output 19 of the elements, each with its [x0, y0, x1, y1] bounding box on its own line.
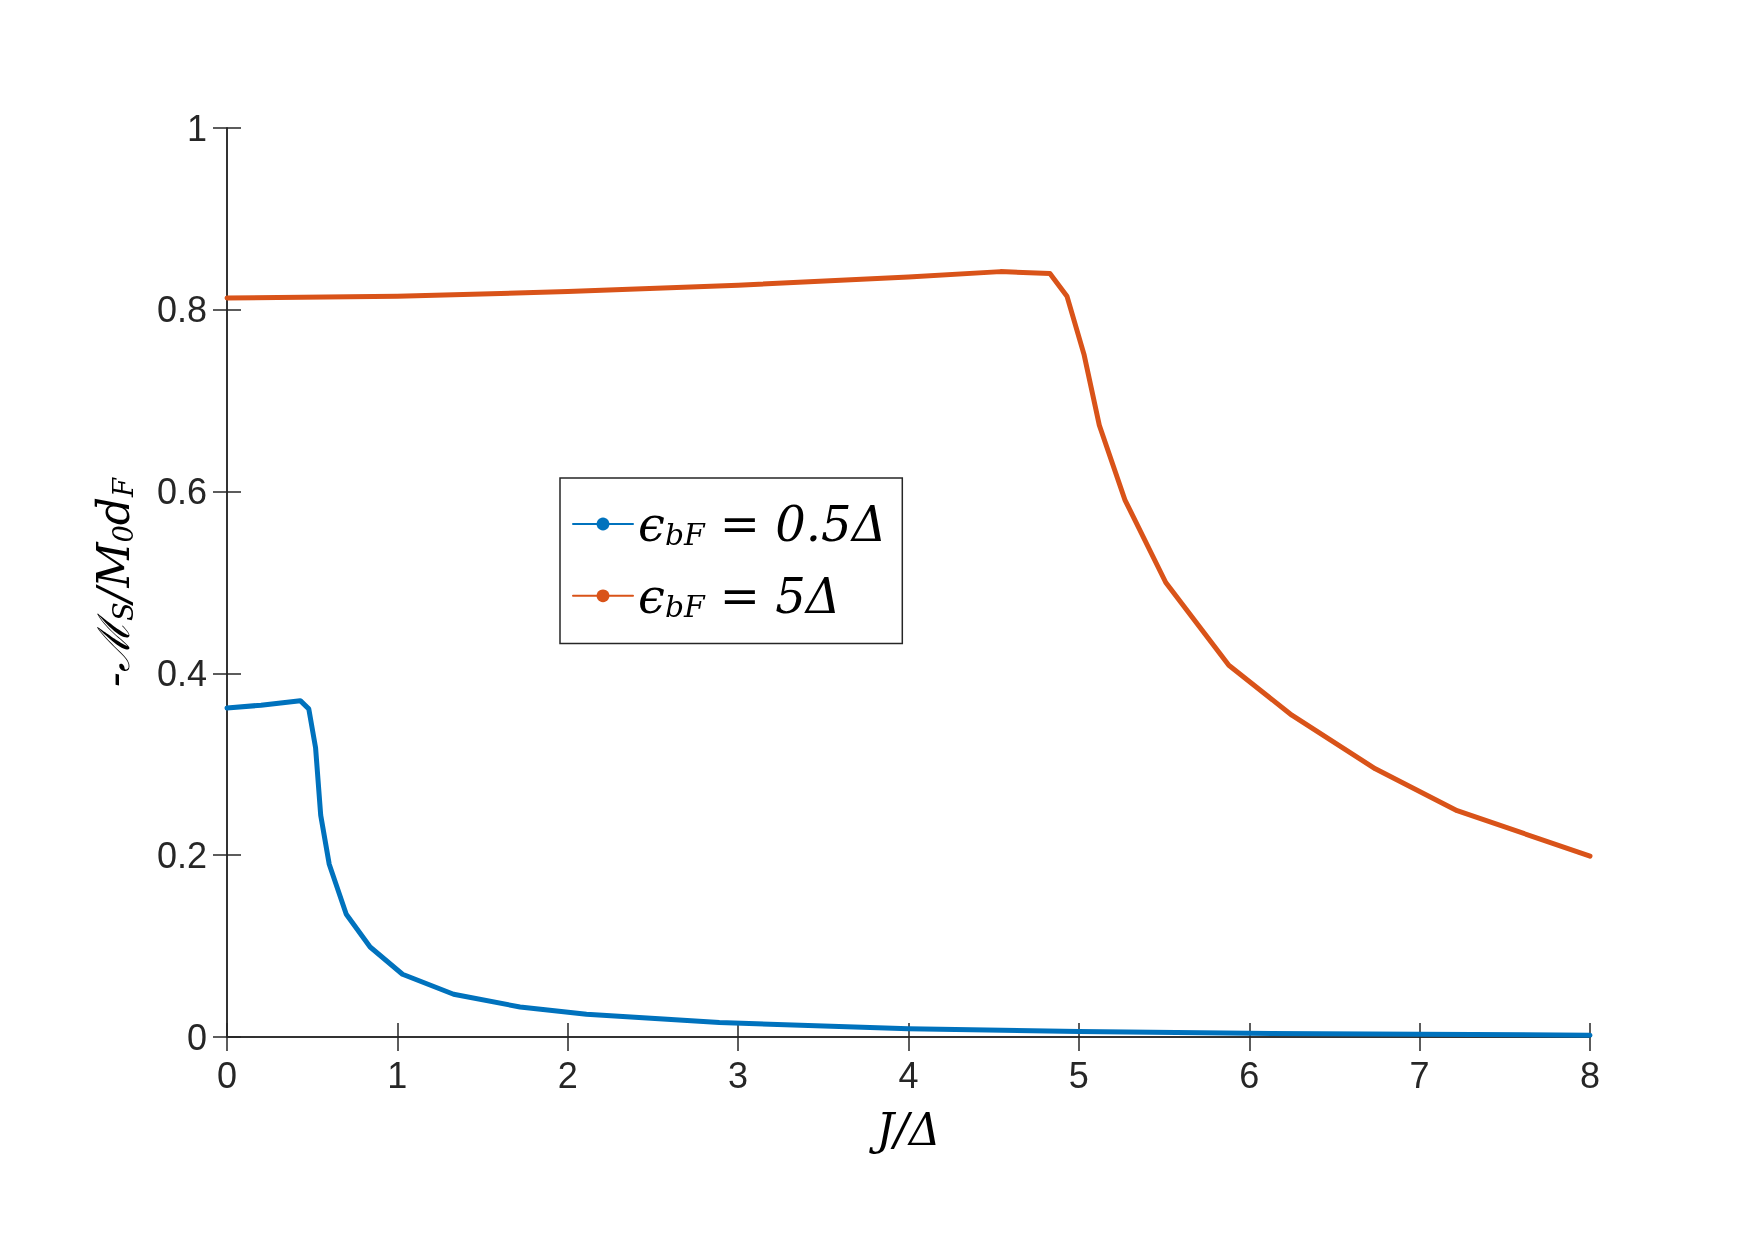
x-tick-label: 5	[1068, 1054, 1089, 1096]
x-tick-label: 4	[898, 1054, 919, 1096]
y-axis-title: -ℳS/M0dF	[88, 476, 140, 687]
x-tick-label: 2	[557, 1054, 578, 1096]
x-tick-label: 7	[1409, 1054, 1430, 1096]
x-tick-label: 1	[387, 1054, 408, 1096]
legend-label: ϵbF = 5Δ	[638, 567, 841, 625]
x-tick-label: 3	[728, 1054, 749, 1096]
y-tick-label: 0.6	[156, 471, 207, 513]
y-tick-label: 0.2	[156, 834, 207, 876]
y-tick-label: 0.8	[156, 289, 207, 331]
y-tick-label: 0.4	[156, 652, 207, 694]
x-tick-label: 8	[1579, 1054, 1601, 1096]
y-tick-label: 0	[186, 1016, 207, 1058]
y-tick-label: 1	[186, 107, 207, 149]
x-tick-label: 0	[216, 1054, 238, 1096]
legend-label: ϵbF = 0.5Δ	[638, 496, 887, 553]
x-tick-label: 6	[1239, 1054, 1260, 1096]
x-axis-title: J/Δ	[868, 1103, 941, 1155]
